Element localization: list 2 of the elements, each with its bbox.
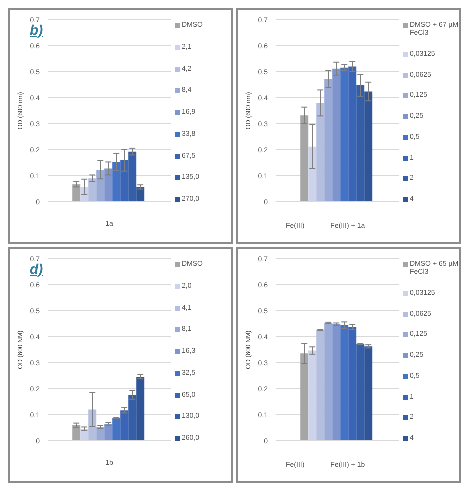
chart-title: b): [30, 22, 44, 38]
chart-title: d): [30, 261, 44, 277]
